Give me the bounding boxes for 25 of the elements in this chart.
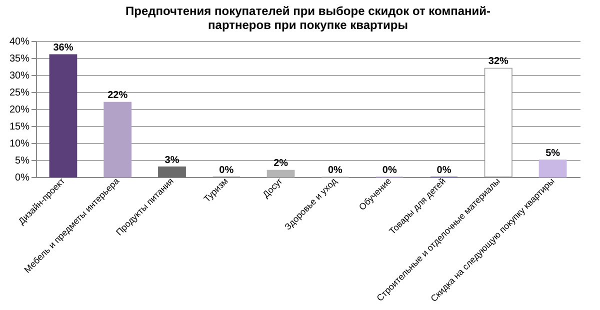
data-label: 0% bbox=[436, 165, 452, 176]
y-tick-label: 5% bbox=[15, 156, 30, 166]
data-label: 5% bbox=[546, 148, 560, 159]
data-label: 2% bbox=[274, 158, 288, 170]
data-label: 0% bbox=[382, 165, 397, 176]
data-label: 3% bbox=[164, 154, 180, 166]
y-tick-label: 10% bbox=[9, 138, 30, 150]
y-tick-label: 20% bbox=[9, 104, 30, 116]
data-label: 22% bbox=[108, 90, 128, 102]
bar bbox=[104, 102, 132, 178]
y-tick-label: 25% bbox=[9, 88, 30, 98]
y-tick-label: 35% bbox=[9, 54, 30, 64]
y-tick-label: 40% bbox=[9, 36, 30, 48]
bar bbox=[538, 160, 567, 178]
bar bbox=[158, 166, 186, 178]
y-tick-label: 30% bbox=[9, 70, 30, 82]
data-label: 0% bbox=[219, 165, 234, 176]
data-label: 36% bbox=[53, 42, 74, 54]
chart-title: Предпочтения покупателей при выборе скидок от компаний- партнеров при покупке квартиры bbox=[126, 4, 490, 32]
data-label: 32% bbox=[488, 56, 509, 68]
y-tick-label: 15% bbox=[9, 122, 30, 132]
data-label: 0% bbox=[328, 165, 343, 176]
y-tick-label: 0% bbox=[15, 172, 30, 184]
bar bbox=[49, 54, 78, 178]
bar bbox=[266, 170, 295, 178]
